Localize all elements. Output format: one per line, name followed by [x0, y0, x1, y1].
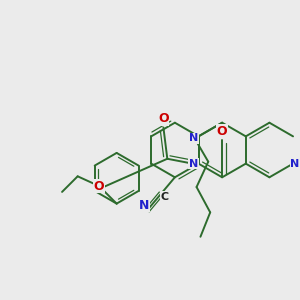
Text: N: N: [189, 159, 198, 169]
Text: N: N: [218, 125, 227, 136]
Text: N: N: [139, 199, 150, 212]
Text: N: N: [290, 159, 300, 169]
Text: O: O: [94, 180, 104, 193]
Text: O: O: [217, 125, 227, 138]
Text: N: N: [189, 133, 198, 143]
Text: C: C: [161, 192, 169, 202]
Text: O: O: [158, 112, 169, 125]
